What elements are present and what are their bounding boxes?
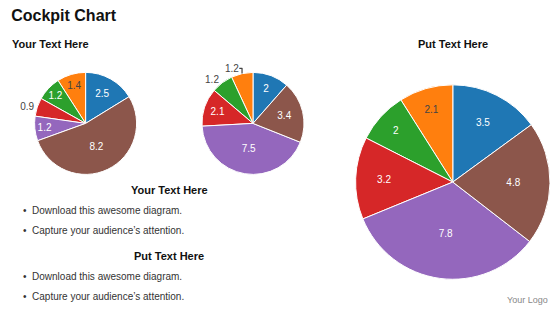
svg-text:3.4: 3.4: [277, 110, 291, 121]
svg-text:0.9: 0.9: [20, 101, 34, 112]
svg-text:Put Text Here: Put Text Here: [134, 250, 204, 262]
svg-text:• Capture your audience’s att: • Capture your audience’s attention.: [23, 225, 184, 236]
svg-text:2.5: 2.5: [95, 88, 109, 99]
svg-text:1.4: 1.4: [67, 80, 81, 91]
svg-text:Your Text Here: Your Text Here: [12, 38, 89, 50]
svg-text:1.2: 1.2: [49, 90, 63, 101]
svg-text:1.2: 1.2: [38, 122, 52, 133]
svg-text:Put Text Here: Put Text Here: [418, 38, 488, 50]
svg-text:7.8: 7.8: [439, 228, 453, 239]
svg-text:2: 2: [393, 125, 399, 136]
svg-text:4.8: 4.8: [506, 177, 520, 188]
svg-text:2.1: 2.1: [211, 106, 225, 117]
svg-text:3.5: 3.5: [476, 117, 490, 128]
svg-text:7.5: 7.5: [242, 143, 256, 154]
svg-text:Cockpit Chart: Cockpit Chart: [11, 7, 117, 24]
svg-text:2.1: 2.1: [424, 104, 438, 115]
svg-text:• Capture your audience’s att: • Capture your audience’s attention.: [23, 291, 184, 302]
svg-text:Your Logo: Your Logo: [507, 295, 548, 305]
svg-text:• Download this awesome diagr: • Download this awesome diagram.: [23, 271, 182, 282]
svg-text:1.2: 1.2: [205, 74, 219, 85]
svg-text:2: 2: [263, 83, 269, 94]
svg-text:Your Text Here: Your Text Here: [131, 184, 208, 196]
svg-text:• Download this awesome diagr: • Download this awesome diagram.: [23, 205, 182, 216]
svg-text:3.2: 3.2: [377, 174, 391, 185]
svg-text:1.2: 1.2: [225, 63, 239, 74]
svg-text:8.2: 8.2: [89, 141, 103, 152]
